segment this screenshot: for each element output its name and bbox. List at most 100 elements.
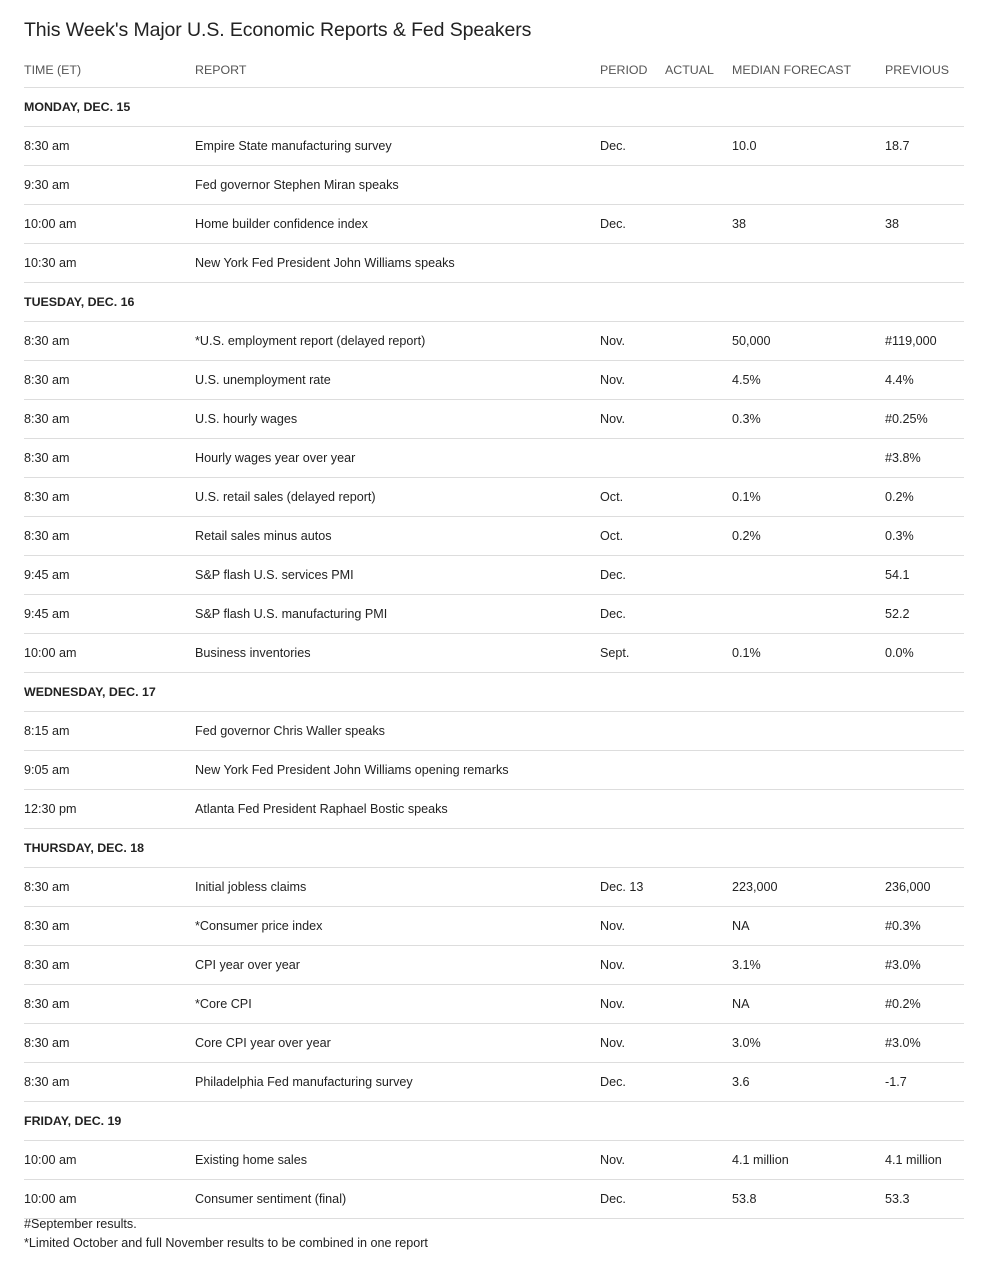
cell-previous: 4.4% [885,360,964,400]
cell-period: Nov. [600,399,665,439]
table-row: 8:30 am U.S. retail sales (delayed report… [24,477,964,517]
cell-period: Dec. 13 [600,867,665,907]
cell-median-forecast: 223,000 [732,867,885,907]
cell-actual [665,906,732,946]
table-row: 8:30 am *Core CPI Nov. NA #0.2% [24,984,964,1024]
cell-actual [665,867,732,907]
cell-period [600,243,665,283]
cell-time: 8:30 am [24,906,195,946]
day-header-row: MONDAY, DEC. 15 [24,87,964,127]
table-row: 8:30 am Hourly wages year over year #3.8% [24,438,964,478]
day-header-row: TUESDAY, DEC. 16 [24,282,964,322]
table-row: 8:15 am Fed governor Chris Waller speaks [24,711,964,751]
cell-time: 8:30 am [24,438,195,478]
cell-previous: 0.0% [885,633,964,673]
cell-period [600,750,665,790]
cell-actual [665,594,732,634]
day-label: MONDAY, DEC. 15 [24,87,964,127]
cell-median-forecast: 0.1% [732,477,885,517]
cell-previous [885,243,964,283]
footnote-september: #September results. [24,1217,137,1231]
cell-report: *Consumer price index [195,906,600,946]
table-row: 8:30 am Initial jobless claims Dec. 13 223,… [24,867,964,907]
cell-median-forecast [732,789,885,829]
table-row: 8:30 am Retail sales minus autos Oct. 0.2% 0… [24,516,964,556]
cell-time: 12:30 pm [24,789,195,829]
cell-actual [665,165,732,205]
cell-previous: 52.2 [885,594,964,634]
table-header: TIME (ET) REPORT PERIOD ACTUAL MEDIAN FO… [24,52,964,88]
cell-actual [665,789,732,829]
cell-report: Home builder confidence index [195,204,600,244]
cell-report: Empire State manufacturing survey [195,126,600,166]
cell-report: U.S. unemployment rate [195,360,600,400]
cell-median-forecast: 53.8 [732,1179,885,1219]
cell-period [600,438,665,478]
cell-median-forecast: 0.3% [732,399,885,439]
cell-period: Nov. [600,906,665,946]
cell-time: 8:30 am [24,399,195,439]
cell-report: Consumer sentiment (final) [195,1179,600,1219]
cell-time: 8:30 am [24,477,195,517]
table-row: 9:45 am S&P flash U.S. manufacturing PMI D… [24,594,964,634]
cell-median-forecast: NA [732,984,885,1024]
cell-period [600,711,665,751]
cell-period: Nov. [600,360,665,400]
cell-actual [665,321,732,361]
cell-time: 9:05 am [24,750,195,790]
table-row: 10:00 am Home builder confidence index Dec… [24,204,964,244]
cell-actual [665,555,732,595]
footnotes: #September results. *Limited October and… [24,1215,428,1253]
cell-median-forecast: 38 [732,204,885,244]
day-header-row: WEDNESDAY, DEC. 17 [24,672,964,712]
cell-previous: #3.0% [885,1023,964,1063]
col-period: PERIOD [600,52,665,88]
cell-actual [665,1023,732,1063]
cell-period: Dec. [600,555,665,595]
cell-period: Nov. [600,984,665,1024]
cell-previous: #119,000 [885,321,964,361]
cell-actual [665,126,732,166]
cell-actual [665,633,732,673]
day-header-row: THURSDAY, DEC. 18 [24,828,964,868]
cell-median-forecast: 50,000 [732,321,885,361]
cell-report: Hourly wages year over year [195,438,600,478]
table-row: 8:30 am Empire State manufacturing survey… [24,126,964,166]
cell-time: 10:00 am [24,633,195,673]
cell-period: Dec. [600,1062,665,1102]
cell-median-forecast [732,165,885,205]
cell-time: 10:00 am [24,204,195,244]
table-row: 12:30 pm Atlanta Fed President Raphael Bo… [24,789,964,829]
cell-time: 8:30 am [24,360,195,400]
cell-median-forecast: 0.2% [732,516,885,556]
cell-actual [665,1140,732,1180]
cell-time: 9:45 am [24,555,195,595]
page-title: This Week's Major U.S. Economic Reports … [24,19,532,41]
cell-previous: #3.8% [885,438,964,478]
cell-period: Nov. [600,1140,665,1180]
cell-previous: 0.3% [885,516,964,556]
cell-actual [665,516,732,556]
cell-time: 8:30 am [24,945,195,985]
cell-period: Oct. [600,516,665,556]
cell-period: Dec. [600,204,665,244]
cell-median-forecast: NA [732,906,885,946]
cell-median-forecast [732,711,885,751]
table-row: 10:00 am Existing home sales Nov. 4.1 milli… [24,1140,964,1180]
cell-median-forecast [732,750,885,790]
day-label: FRIDAY, DEC. 19 [24,1101,964,1141]
cell-median-forecast [732,594,885,634]
cell-median-forecast: 3.6 [732,1062,885,1102]
table-row: 10:30 am New York Fed President John Will… [24,243,964,283]
cell-report: Initial jobless claims [195,867,600,907]
cell-median-forecast [732,438,885,478]
cell-time: 9:45 am [24,594,195,634]
col-time: TIME (ET) [24,52,195,88]
footnote-combined: *Limited October and full November resul… [24,1236,428,1250]
cell-previous [885,750,964,790]
cell-time: 10:30 am [24,243,195,283]
table-row: 8:30 am U.S. hourly wages Nov. 0.3% #0.25% [24,399,964,439]
table-row: 10:00 am Consumer sentiment (final) Dec. 53… [24,1179,964,1219]
cell-median-forecast [732,555,885,595]
cell-previous [885,789,964,829]
